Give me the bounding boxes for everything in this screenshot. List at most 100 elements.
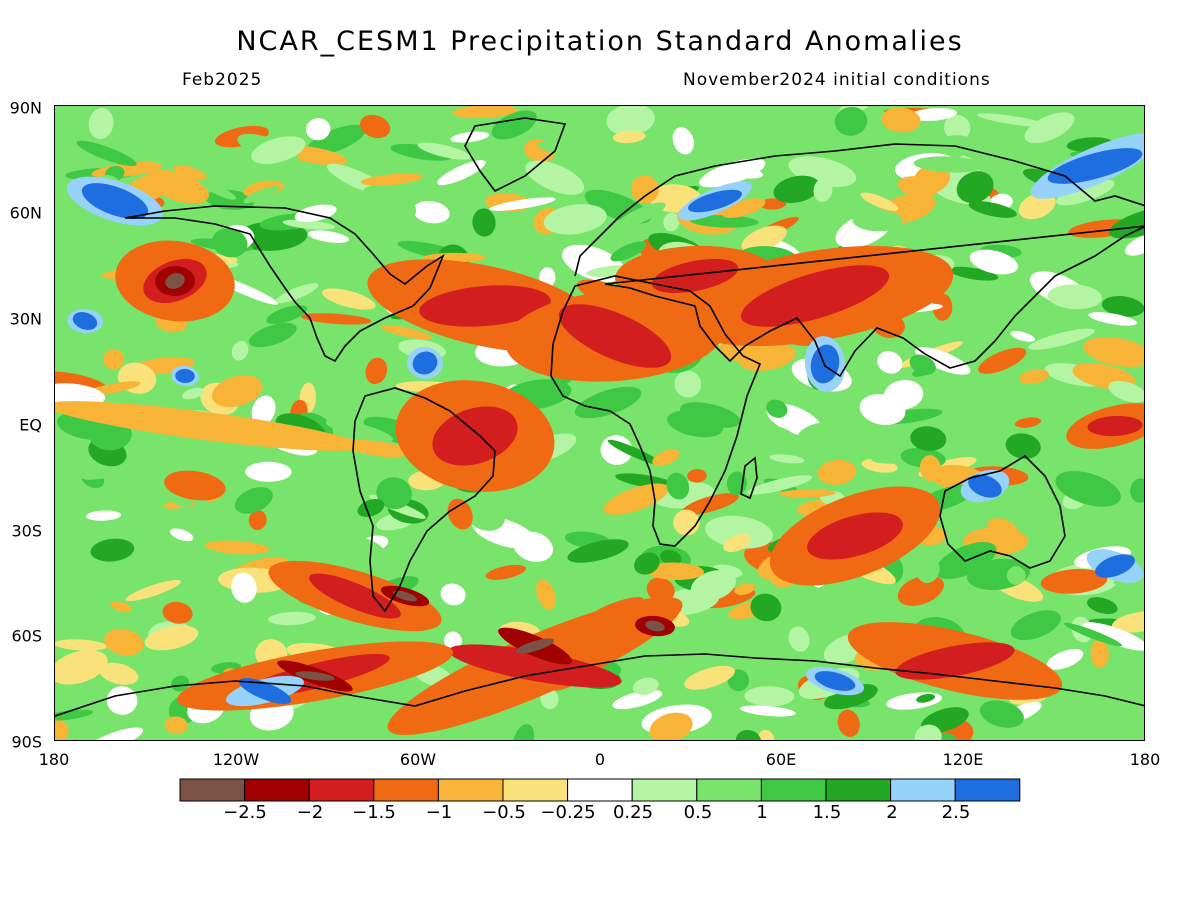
anomaly-patch [440, 583, 466, 606]
anomaly-patch [574, 386, 642, 419]
anomaly-patch [245, 461, 292, 482]
anomaly-patch [969, 249, 1018, 275]
colorbar-tick-label: 2.5 [941, 802, 971, 823]
lat-tick-label: 30N [9, 309, 42, 329]
anomaly-patch [978, 347, 1027, 374]
colorbar-swatch [179, 778, 246, 802]
anomaly-patch [332, 713, 365, 739]
anomaly-patch [747, 475, 813, 495]
anomaly-patch [934, 204, 990, 235]
anomaly-patch [55, 719, 69, 740]
anomaly-patch [615, 202, 666, 229]
anomaly-patch [360, 173, 423, 186]
anomaly-patch [632, 677, 659, 696]
equatorial-dry-band [55, 401, 364, 451]
anomaly-patch [1130, 478, 1144, 503]
anomaly-patch [1024, 112, 1075, 144]
anomaly-patch [412, 201, 450, 224]
colorbar-tick-label: −2.5 [223, 802, 267, 823]
colorbar-swatch [631, 778, 698, 802]
initial-conditions-label: November2024 initial conditions [683, 70, 991, 90]
anomaly-patch [690, 570, 737, 601]
anomaly-patch [987, 518, 1018, 538]
anomaly-patch [1133, 163, 1144, 176]
anomaly-patch [612, 130, 646, 144]
anomaly-patch [104, 628, 144, 656]
anomaly-patch [1055, 471, 1121, 507]
colorbar-tick-label: −0.25 [540, 802, 596, 823]
colorbar-tick-label: 2 [886, 802, 898, 823]
anomaly-patch [1046, 649, 1084, 670]
dry-anomaly-core [432, 406, 518, 466]
colorbar-tick-label: 1 [756, 802, 768, 823]
anomaly-patch [1014, 417, 1042, 428]
anomaly-patch [90, 538, 135, 562]
anomaly-patch [1018, 192, 1056, 220]
anomaly-patch [1111, 611, 1144, 633]
north-america-coast [124, 205, 445, 363]
colorbar-swatch [890, 778, 956, 802]
anomaly-patch [170, 675, 190, 692]
colorbar-tick-label: −2 [296, 802, 324, 823]
anomaly-patch [55, 709, 94, 721]
anomaly-patch [1064, 622, 1123, 647]
colorbar-tick-label: −1.5 [352, 802, 396, 823]
wet-anomaly [72, 312, 98, 330]
anomaly-patch [81, 456, 145, 480]
anomaly-patch [55, 639, 108, 651]
lon-tick-label: 120E [942, 750, 984, 769]
anomaly-patch [606, 106, 655, 136]
anomaly-patch [612, 689, 663, 710]
extreme-dry-anomaly [645, 620, 665, 632]
anomaly-patch [1047, 284, 1102, 310]
anomaly-patch [968, 201, 1017, 218]
anomaly-patch [916, 693, 936, 703]
lon-tick-label: 120W [212, 750, 260, 769]
anomaly-patch [956, 171, 994, 204]
anomaly-patch [181, 387, 204, 400]
lon-tick-label: 180 [38, 750, 70, 769]
anomaly-patch [705, 515, 773, 549]
anomaly-patch [1109, 207, 1144, 239]
anomaly-patch [1010, 331, 1035, 342]
lat-tick-label: 60N [9, 203, 42, 223]
dry-anomaly-core [309, 573, 401, 619]
anomaly-patch [1124, 234, 1144, 256]
anomaly-patch [234, 487, 273, 514]
anomaly-patch [231, 572, 257, 603]
anomaly-patch [173, 164, 207, 180]
anomaly-patch [740, 705, 796, 717]
anomaly-patch [974, 314, 997, 327]
extreme-dry-anomaly [165, 273, 185, 289]
anomaly-patch [723, 533, 751, 553]
anomaly-patch [769, 454, 805, 464]
anomaly-patch [1086, 597, 1118, 615]
anomaly-patch [472, 208, 496, 237]
anomaly-patch [687, 468, 707, 483]
extreme-dry-anomaly [295, 671, 335, 681]
wet-anomaly [81, 183, 149, 219]
anomaly-patch [943, 114, 971, 141]
anomaly-patch [359, 114, 391, 139]
anomaly-patch [325, 419, 393, 442]
anomaly-patch [914, 724, 942, 740]
anomaly-patch [860, 192, 899, 211]
anomaly-patch [837, 709, 860, 737]
anomaly-patch [212, 228, 248, 258]
anomaly-patch [82, 727, 144, 740]
anomaly-patch [144, 625, 199, 651]
anomaly-patch [852, 209, 903, 232]
dry-anomaly-core [1087, 415, 1143, 437]
anomaly-patch [682, 493, 739, 515]
colorbar-swatch [244, 778, 310, 802]
anomaly-patch [649, 712, 693, 740]
anomaly-patch [682, 448, 701, 463]
anomaly-patch [1028, 328, 1095, 350]
colorbar-swatch [825, 778, 892, 802]
anomaly-patch [666, 472, 690, 500]
anomaly-patch [447, 498, 473, 530]
anomaly-patch [659, 549, 682, 565]
anomaly-patch [735, 168, 764, 179]
anomaly-patch [162, 601, 193, 624]
anomaly-patch [722, 198, 766, 218]
